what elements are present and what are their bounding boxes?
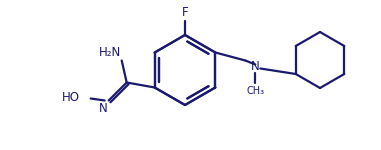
Text: N: N	[251, 60, 260, 73]
Text: H₂N: H₂N	[98, 45, 121, 58]
Text: N: N	[99, 102, 108, 116]
Text: F: F	[182, 6, 188, 19]
Text: HO: HO	[62, 91, 80, 104]
Text: CH₃: CH₃	[246, 85, 264, 96]
